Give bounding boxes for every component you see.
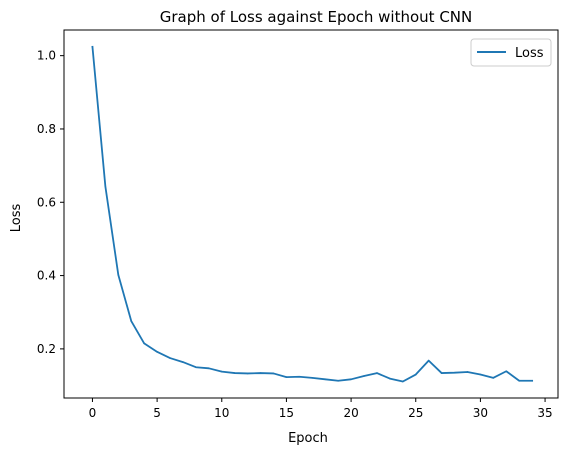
- x-tick-label: 5: [153, 406, 161, 420]
- data-point: [479, 373, 482, 376]
- data-point: [466, 371, 469, 373]
- data-point: [104, 185, 107, 188]
- data-point: [427, 359, 430, 362]
- data-point: [246, 372, 249, 375]
- data-point: [117, 274, 120, 276]
- data-point: [143, 342, 145, 345]
- chart-title: Graph of Loss against Epoch without CNN: [160, 8, 473, 26]
- data-point: [169, 357, 171, 359]
- x-tick-label: 35: [537, 406, 552, 420]
- y-tick-label: 0.6: [37, 195, 56, 209]
- data-point: [376, 372, 378, 374]
- y-axis-label: Loss: [9, 204, 24, 233]
- data-point: [505, 370, 508, 373]
- x-axis-label: Epoch: [288, 431, 328, 446]
- data-point: [363, 375, 365, 377]
- data-point: [182, 361, 184, 363]
- data-point: [285, 376, 288, 378]
- legend-box: [470, 38, 552, 67]
- x-tick-label: 0: [89, 406, 97, 420]
- data-point: [337, 379, 339, 382]
- data-point: [389, 377, 391, 380]
- data-point: [440, 372, 443, 374]
- data-point: [324, 378, 327, 381]
- data-point: [220, 370, 223, 373]
- data-point: [414, 373, 417, 376]
- data-point: [453, 371, 456, 374]
- data-point: [492, 377, 495, 379]
- data-point: [350, 378, 352, 381]
- data-point: [91, 46, 94, 48]
- data-point: [402, 380, 404, 383]
- x-axis-ticks: 0 5 10 15 20 25 30 35: [89, 398, 553, 420]
- data-point: [272, 372, 275, 375]
- y-tick-label: 1.0: [37, 49, 56, 63]
- x-tick-label: 20: [343, 406, 358, 420]
- plot-area: 0 5 10 15 20 25 30 35 0.2 0.4 0.6 0.8 1.0: [37, 29, 559, 420]
- x-tick-label: 30: [473, 406, 488, 420]
- data-point: [195, 366, 197, 369]
- y-axis-ticks: 0.2 0.4 0.6 0.8 1.0: [37, 49, 64, 356]
- series-layer: [91, 45, 534, 383]
- data-point: [259, 372, 262, 374]
- data-point: [311, 377, 314, 379]
- x-tick-label: 10: [214, 406, 229, 420]
- data-point: [156, 351, 158, 353]
- data-point: [233, 372, 236, 374]
- data-point: [130, 320, 133, 322]
- x-tick-label: 25: [408, 406, 423, 420]
- y-tick-label: 0.2: [37, 342, 56, 356]
- data-point: [208, 367, 210, 370]
- x-tick-label: 15: [279, 406, 294, 420]
- legend: Loss: [470, 38, 552, 67]
- data-point: [298, 375, 301, 378]
- plot-frame: [63, 29, 559, 399]
- data-point: [518, 379, 521, 382]
- y-tick-label: 0.8: [37, 122, 56, 136]
- data-point: [531, 379, 533, 382]
- legend-label-loss: Loss: [515, 46, 544, 61]
- y-tick-label: 0.4: [37, 269, 56, 283]
